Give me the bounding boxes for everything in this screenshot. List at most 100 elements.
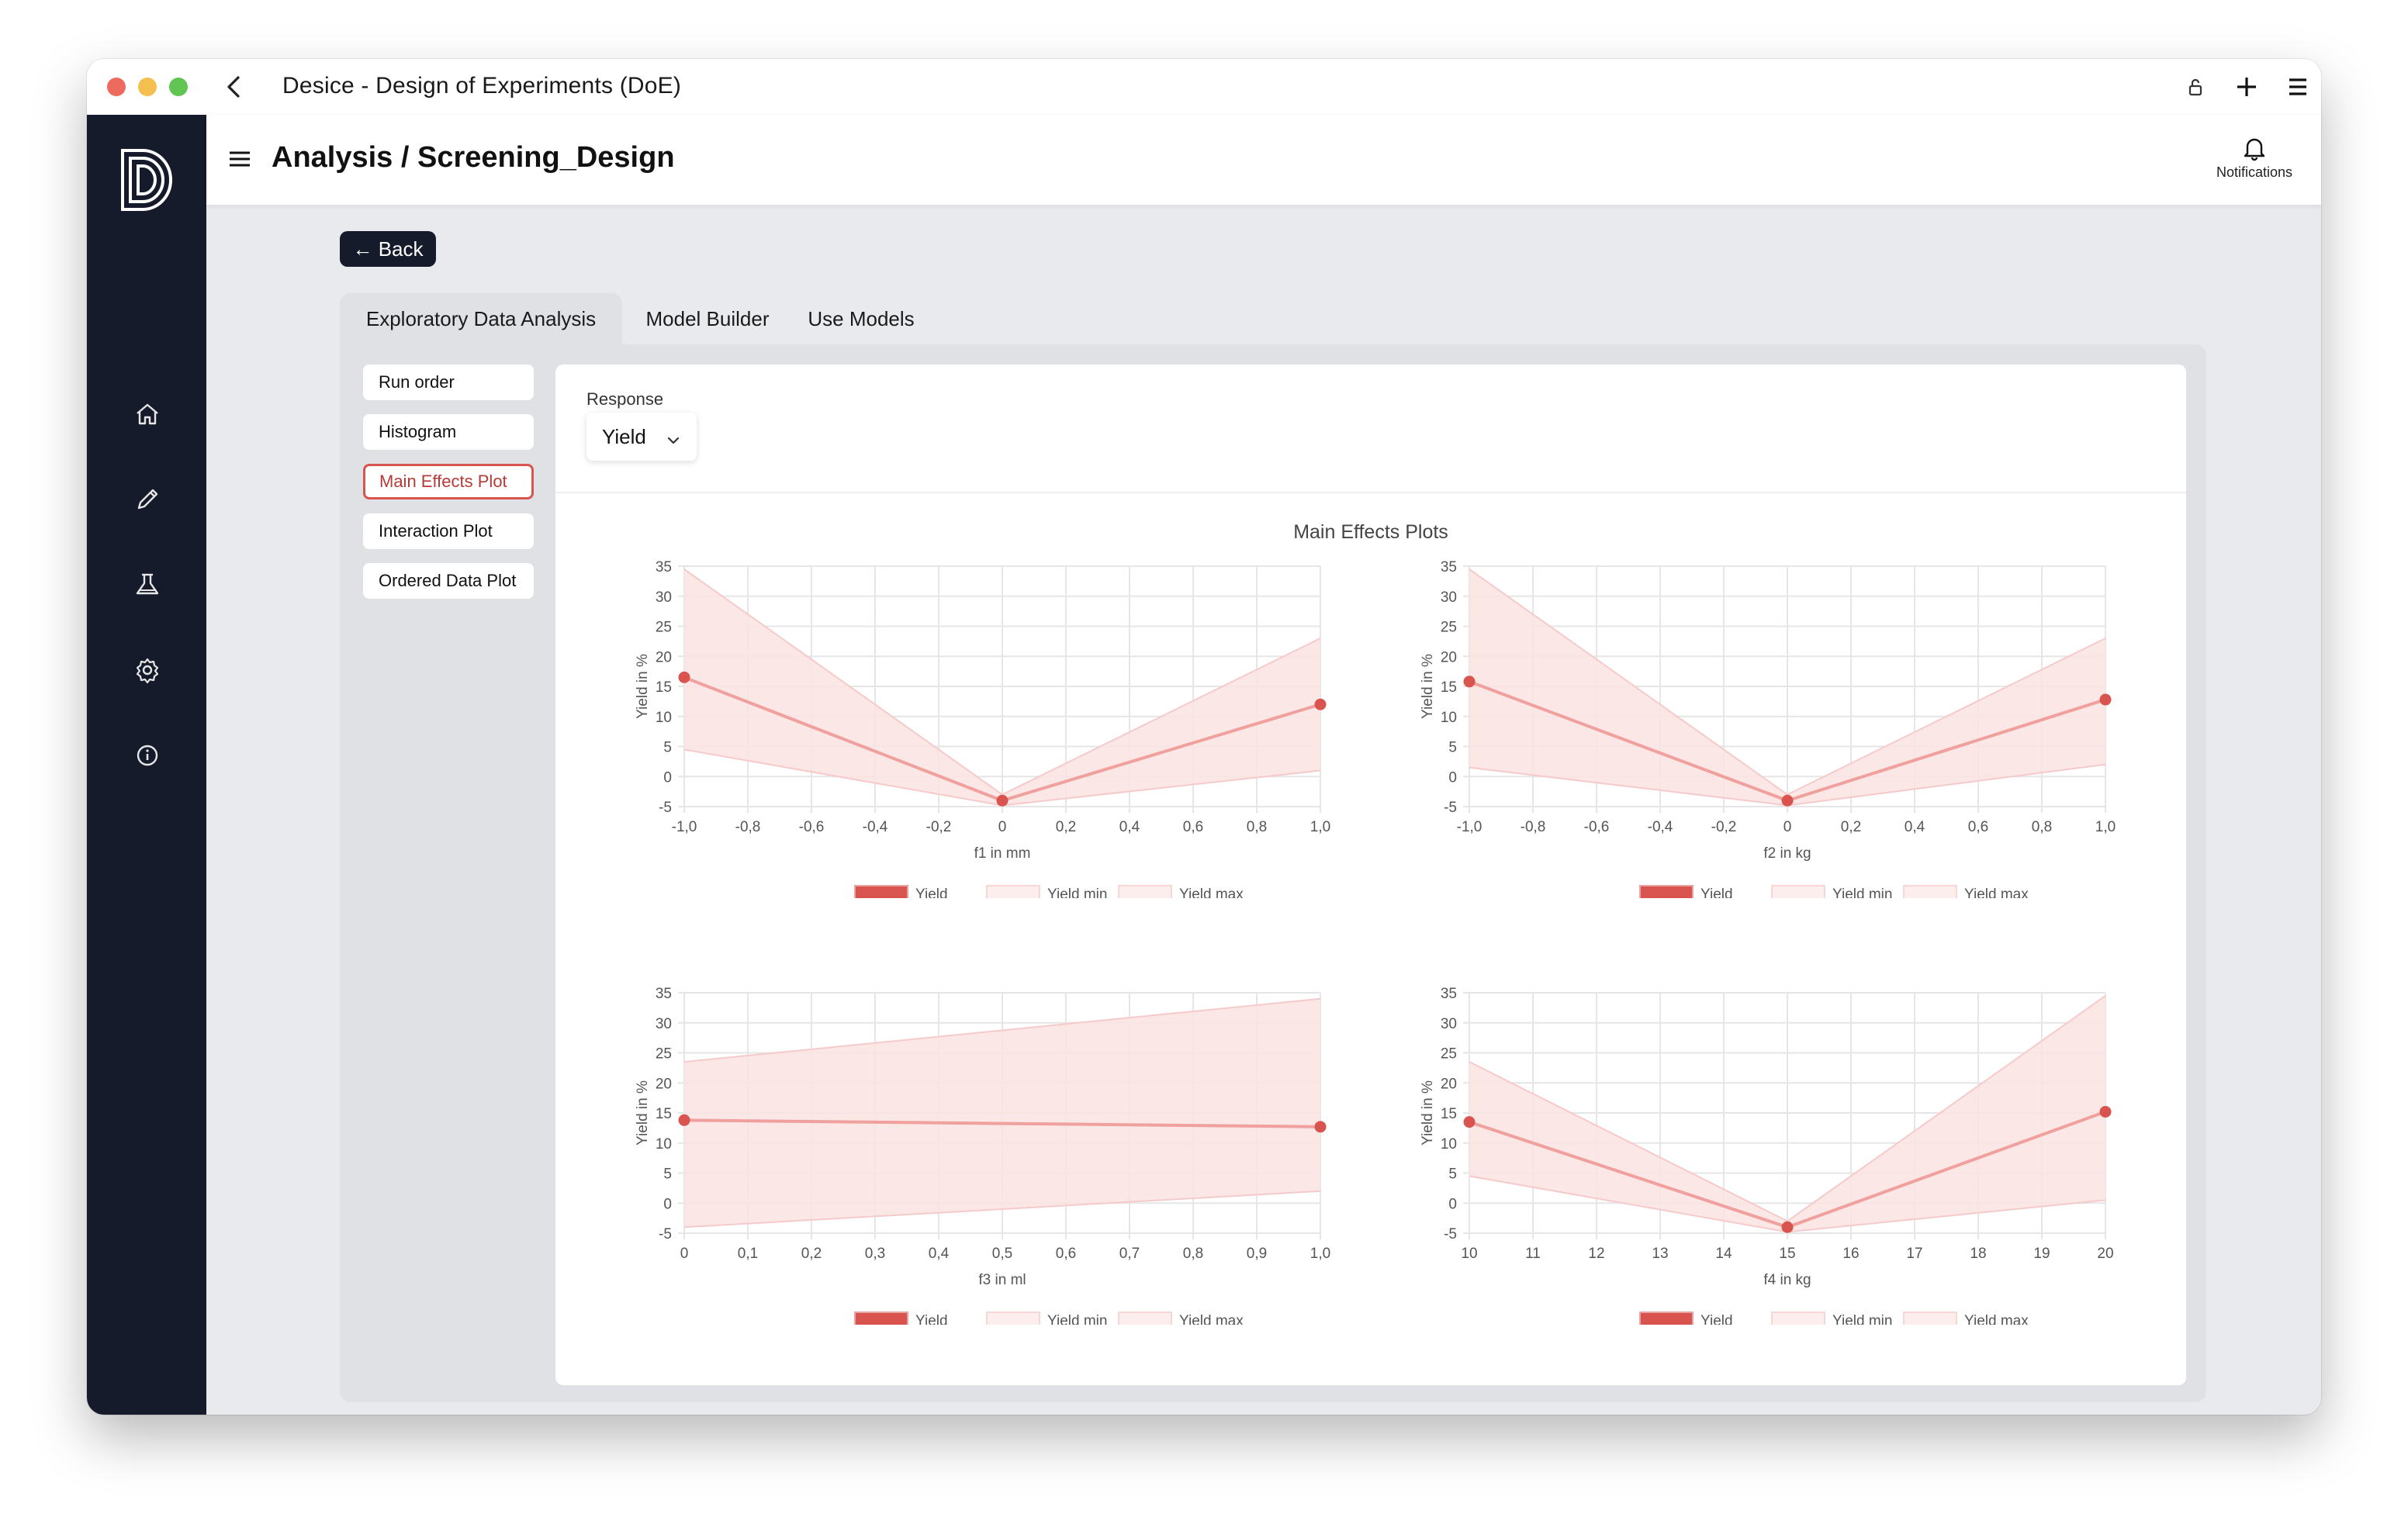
sidebar: [87, 115, 206, 1415]
notifications-label: Notifications: [2216, 164, 2293, 180]
y-tick-label: 0: [663, 1196, 672, 1212]
subnav-interaction-plot[interactable]: Interaction Plot: [363, 513, 534, 549]
legend-label: Yield max: [1964, 1313, 2029, 1325]
x-tick-label: 0,7: [1119, 1246, 1140, 1262]
data-point: [1781, 794, 1794, 807]
legend-label: Yield max: [1179, 1313, 1244, 1325]
y-tick-label: 35: [1441, 559, 1457, 575]
page-header: Analysis / Screening_Design Notification…: [206, 115, 2321, 205]
y-axis-label: Yield in %: [635, 654, 651, 719]
x-tick-label: 0,8: [2032, 819, 2052, 835]
data-point: [678, 671, 690, 683]
x-tick-label: 0,2: [1841, 819, 1861, 835]
legend-label: Yield: [915, 886, 948, 898]
y-tick-label: -5: [659, 800, 672, 816]
legend-label: Yield max: [1179, 886, 1244, 898]
notifications-button[interactable]: Notifications: [2208, 133, 2301, 181]
tab-use-models[interactable]: Use Models: [808, 306, 915, 330]
x-tick-label: 0,2: [1056, 819, 1076, 835]
x-tick-label: -0,6: [799, 819, 825, 835]
legend-label: Yield min: [1047, 1313, 1107, 1325]
maximize-window-button[interactable]: [169, 78, 188, 96]
subnav-ordered-data-plot[interactable]: Ordered Data Plot: [363, 563, 534, 599]
x-tick-label: 16: [1842, 1246, 1859, 1262]
legend-swatch-yield-min: [1771, 1312, 1825, 1325]
x-tick-label: 0,8: [1183, 1246, 1203, 1262]
x-tick-label: 0,4: [1905, 819, 1925, 835]
y-tick-label: -5: [659, 1226, 672, 1242]
legend-label: Yield: [1700, 1313, 1733, 1325]
lock-icon[interactable]: [2180, 71, 2211, 102]
legend-swatch-yield-max: [1118, 885, 1172, 898]
x-tick-label: 0: [998, 819, 1007, 835]
x-tick-label: -0,2: [926, 819, 952, 835]
data-point: [2099, 693, 2112, 706]
hamburger-menu-icon[interactable]: [227, 146, 253, 172]
tab-model-builder[interactable]: Model Builder: [645, 306, 770, 330]
menu-icon[interactable]: [2282, 71, 2313, 102]
response-selected-value: Yield: [602, 424, 646, 448]
x-tick-label: 13: [1652, 1246, 1668, 1262]
browser-back-icon[interactable]: [219, 71, 250, 102]
x-tick-label: 1,0: [1310, 1246, 1330, 1262]
y-tick-label: 30: [1441, 589, 1457, 606]
home-icon[interactable]: [126, 392, 169, 436]
main-effects-content: Response Yield Main Effects Plots -1,0 -0…: [555, 365, 2186, 1385]
legend-label: Yield min: [1047, 886, 1107, 898]
subnav-run-order[interactable]: Run order: [363, 365, 534, 400]
main-effects-chart-f2: -1,0 -0,8 -0,6 -0,4 -0,2 0 0,2 0,4 0,6 0,8 1,0 35 30…: [1420, 559, 2116, 898]
series-line-yield-max: [1469, 569, 2106, 796]
y-tick-label: 25: [656, 1046, 672, 1063]
x-tick-label: 12: [1588, 1246, 1604, 1262]
legend-swatch-yield-min: [986, 885, 1040, 898]
legend-label: Yield: [915, 1313, 948, 1325]
bell-icon: [2208, 133, 2301, 163]
x-tick-label: -0,6: [1584, 819, 1610, 835]
plus-icon[interactable]: [2231, 71, 2262, 102]
tab-exploratory-data-analysis[interactable]: Exploratory Data Analysis: [340, 293, 622, 344]
x-tick-label: -0,8: [735, 819, 761, 835]
x-tick-label: -0,2: [1711, 819, 1737, 835]
x-tick-label: 18: [1970, 1246, 1986, 1262]
x-tick-label: -0,4: [863, 819, 888, 835]
legend-swatch-yield-max: [1903, 885, 1957, 898]
legend-swatch-yield: [854, 885, 908, 898]
gear-icon[interactable]: [126, 648, 169, 692]
x-tick-label: 0,9: [1247, 1246, 1267, 1262]
x-tick-label: 0,8: [1247, 819, 1267, 835]
minimize-window-button[interactable]: [138, 78, 157, 96]
close-window-button[interactable]: [107, 78, 126, 96]
x-tick-label: 0,6: [1968, 819, 1988, 835]
analysis-panel: Run order Histogram Main Effects Plot In…: [340, 344, 2206, 1402]
desice-logo[interactable]: [118, 147, 177, 213]
flask-icon[interactable]: [126, 563, 169, 607]
x-tick-label: 0,6: [1056, 1246, 1076, 1262]
data-point: [1314, 1121, 1327, 1133]
y-tick-label: 5: [663, 1166, 672, 1183]
window-title: Desice - Design of Experiments (DoE): [282, 73, 682, 98]
response-select[interactable]: Yield: [586, 413, 697, 461]
y-tick-label: 0: [663, 769, 672, 786]
plots-title: Main Effects Plots: [1293, 521, 1448, 543]
info-icon[interactable]: [126, 734, 169, 777]
y-tick-label: 20: [1441, 649, 1457, 665]
data-point: [2099, 1105, 2112, 1118]
chevron-down-icon: [666, 430, 681, 445]
back-button[interactable]: ← Back: [340, 231, 436, 267]
legend-label: Yield max: [1964, 886, 2029, 898]
series-line-yield: [683, 1118, 1321, 1128]
legend-label: Yield: [1700, 886, 1733, 898]
x-tick-label: 19: [2033, 1246, 2050, 1262]
y-tick-label: 5: [1448, 1166, 1457, 1183]
x-axis-label: f1 in mm: [974, 845, 1031, 862]
x-tick-label: 0,6: [1183, 819, 1203, 835]
confidence-band: [684, 998, 1320, 1228]
pencil-icon[interactable]: [126, 478, 169, 521]
subnav-main-effects-plot[interactable]: Main Effects Plot: [363, 464, 534, 499]
x-tick-label: 0,5: [992, 1246, 1012, 1262]
y-tick-label: 25: [656, 620, 672, 636]
subnav-histogram[interactable]: Histogram: [363, 414, 534, 450]
main-effects-chart-f1: -1,0 -0,8 -0,6 -0,4 -0,2 0 0,2 0,4 0,6 0,8 1,0 35 30…: [635, 559, 1330, 898]
y-tick-label: 35: [656, 986, 672, 1002]
response-label: Response: [586, 389, 664, 409]
